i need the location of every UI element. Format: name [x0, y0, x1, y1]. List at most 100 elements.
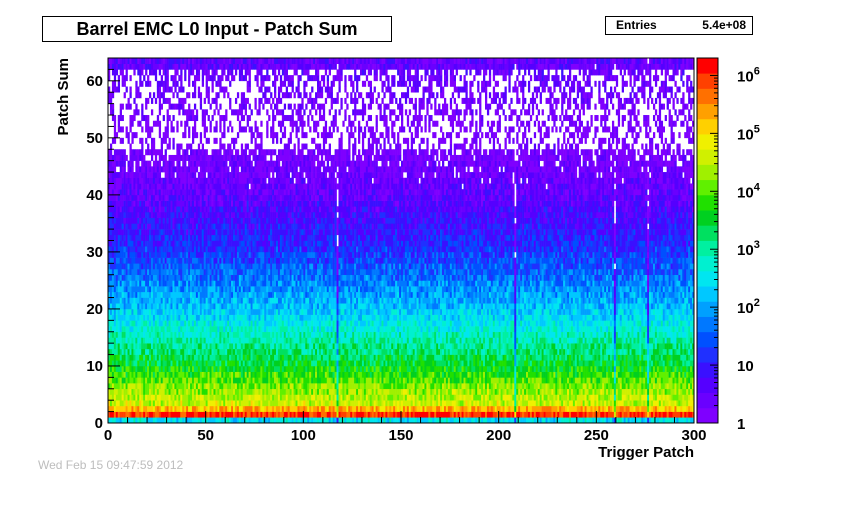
heatmap-cell — [150, 303, 154, 310]
heatmap-cell — [125, 417, 128, 424]
heatmap-cell — [260, 320, 263, 327]
heatmap-cell — [275, 251, 279, 258]
heatmap-cell — [135, 246, 138, 253]
heatmap-cell — [231, 291, 234, 298]
heatmap-cell — [275, 371, 279, 378]
heatmap-cell — [195, 308, 199, 315]
heatmap-cell — [199, 206, 203, 213]
heatmap-cell — [143, 360, 146, 367]
heatmap-cell — [199, 137, 203, 144]
heatmap-cell — [172, 303, 175, 310]
heatmap-cell — [256, 405, 259, 412]
heatmap-cell — [129, 92, 132, 99]
heatmap-cell — [127, 388, 130, 395]
heatmap-cell — [264, 326, 267, 333]
heatmap-cell — [143, 405, 146, 412]
heatmap-cell — [119, 326, 122, 333]
heatmap-cell — [256, 109, 259, 116]
heatmap-cell — [141, 126, 144, 133]
heatmap-cell — [217, 109, 220, 116]
heatmap-cell — [213, 109, 216, 116]
heatmap-cell — [152, 149, 156, 156]
heatmap-cell — [272, 326, 275, 333]
heatmap-cell — [254, 240, 257, 247]
heatmap-cell — [277, 286, 281, 293]
heatmap-cell — [260, 269, 263, 276]
heatmap-cell — [262, 189, 265, 196]
heatmap-cell — [203, 126, 206, 133]
heatmap-cell — [152, 172, 156, 179]
heatmap-cell — [221, 343, 224, 350]
heatmap-cell — [211, 371, 214, 378]
heatmap-cell — [197, 377, 201, 384]
heatmap-cell — [217, 394, 220, 401]
heatmap-cell — [201, 251, 205, 258]
heatmap-cell — [272, 229, 275, 236]
heatmap-cell — [156, 274, 160, 281]
heatmap-cell — [188, 183, 191, 190]
heatmap-cell — [274, 365, 277, 372]
heatmap-cell — [191, 172, 195, 179]
heatmap-cell — [178, 234, 181, 241]
heatmap-cell — [215, 400, 218, 407]
heatmap-cell — [188, 394, 191, 401]
heatmap-cell — [188, 263, 191, 270]
heatmap-cell — [188, 177, 191, 184]
heatmap-cell — [242, 291, 246, 298]
heatmap-cell — [236, 343, 240, 350]
heatmap-cell — [119, 263, 122, 270]
heatmap-cell — [213, 291, 216, 298]
heatmap-cell — [129, 257, 132, 264]
heatmap-cell — [141, 343, 144, 350]
heatmap-cell — [150, 360, 154, 367]
heatmap-cell — [184, 360, 187, 367]
heatmap-cell — [272, 189, 275, 196]
heatmap-cell — [182, 149, 185, 156]
heatmap-cell — [234, 109, 238, 116]
heatmap-cell — [262, 211, 265, 218]
heatmap-cell — [131, 320, 134, 327]
heatmap-cell — [264, 149, 267, 156]
heatmap-cell — [172, 115, 175, 122]
heatmap-cell — [203, 308, 206, 315]
heatmap-cell — [131, 371, 134, 378]
heatmap-cell — [145, 234, 148, 241]
heatmap-cell — [111, 291, 115, 298]
heatmap-cell — [234, 200, 238, 207]
heatmap-cell — [125, 331, 128, 338]
heatmap-cell — [164, 274, 167, 281]
heatmap-cell — [145, 172, 148, 179]
heatmap-cell — [119, 371, 122, 378]
heatmap-cell — [254, 211, 257, 218]
heatmap-cell — [262, 343, 265, 350]
heatmap-cell — [236, 405, 240, 412]
heatmap-cell — [115, 240, 119, 247]
heatmap-cell — [268, 417, 271, 424]
heatmap-cell — [160, 365, 163, 372]
heatmap-cell — [272, 405, 275, 412]
heatmap-cell — [244, 177, 247, 184]
heatmap-cell — [275, 348, 279, 355]
heatmap-cell — [213, 280, 216, 287]
heatmap-cell — [264, 360, 267, 367]
heatmap-cell — [240, 183, 244, 190]
heatmap-cell — [219, 320, 222, 327]
heatmap-cell — [180, 291, 183, 298]
heatmap-cell — [111, 69, 115, 76]
heatmap-cell — [121, 177, 124, 184]
heatmap-cell — [154, 320, 158, 327]
heatmap-cell — [129, 331, 132, 338]
heatmap-cell — [252, 348, 255, 355]
heatmap-cell — [125, 246, 128, 253]
heatmap-cell — [264, 337, 267, 344]
heatmap-cell — [147, 297, 150, 304]
heatmap-cell — [149, 320, 152, 327]
heatmap-cell — [168, 223, 171, 230]
heatmap-cell — [125, 217, 128, 224]
heatmap-cell — [262, 320, 265, 327]
heatmap-cell — [274, 388, 277, 395]
heatmap-cell — [211, 63, 214, 70]
heatmap-cell — [209, 194, 212, 201]
heatmap-cell — [225, 234, 228, 241]
heatmap-cell — [152, 377, 156, 384]
